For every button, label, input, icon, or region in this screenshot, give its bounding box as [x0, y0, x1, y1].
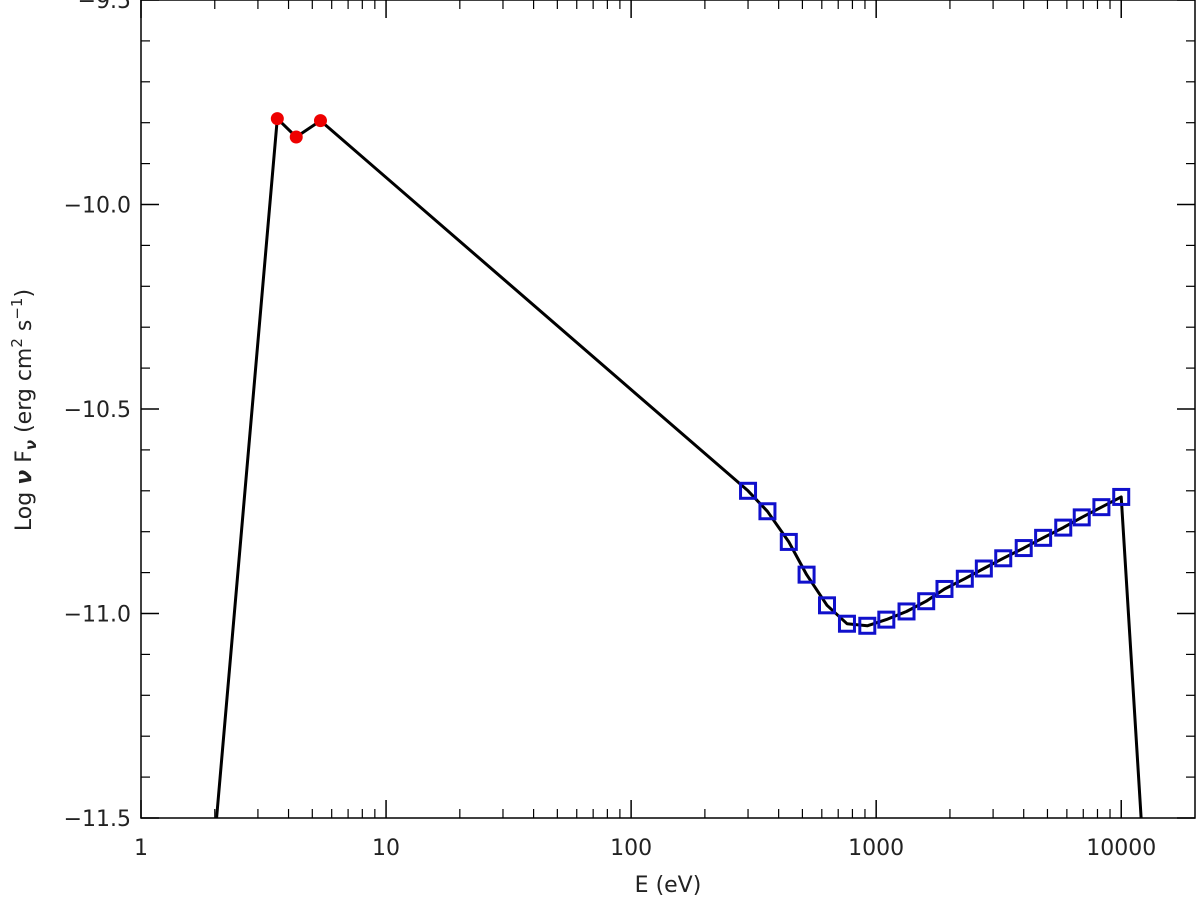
data-point-square [917, 592, 936, 611]
data-point-square [1112, 487, 1131, 506]
y-axis-label-mid: s [12, 320, 37, 338]
data-point-square [837, 614, 856, 633]
data-point-square [1092, 498, 1111, 517]
data-point-square [758, 502, 777, 521]
model-line [215, 117, 1143, 818]
y-axis-label: Log ν Fν (erg cm2 s−1) [8, 289, 40, 531]
y-axis-label-close: ) [12, 289, 37, 298]
data-point-circle [289, 130, 303, 144]
data-point-square [1072, 508, 1091, 527]
x-tick-label: 10000 [1086, 836, 1156, 861]
data-point-square [1054, 518, 1073, 537]
y-tick-label: −11.5 [64, 807, 131, 832]
data-point-square [1014, 539, 1033, 558]
y-axis-label-f: F [12, 450, 37, 470]
data-point-circle [313, 114, 327, 128]
y-axis-label-sup2: −1 [8, 298, 26, 320]
y-axis-label-sub: ν [22, 440, 40, 450]
data-point-square [935, 579, 954, 598]
data-point-square [877, 610, 896, 629]
data-point-square [779, 532, 798, 551]
data-point-square [897, 602, 916, 621]
x-axis-label: E (eV) [635, 873, 702, 898]
y-axis-label-sup1: 2 [8, 338, 26, 348]
data-point-square [1034, 528, 1053, 547]
y-axis-label-nu: ν [12, 470, 37, 485]
y-axis-label-open: (erg cm [12, 348, 37, 440]
x-tick-label: 10 [372, 836, 400, 861]
y-tick-label: −11.0 [64, 603, 131, 628]
y-tick-label: −10.0 [64, 194, 131, 219]
data-point-square [955, 569, 974, 588]
data-point-square [974, 559, 993, 578]
data-point-square [994, 549, 1013, 568]
data-point-square [739, 481, 758, 500]
data-point-square [817, 596, 836, 615]
plot-frame [140, 0, 1196, 819]
x-tick-label: 1 [134, 836, 148, 861]
data-point-circle [270, 112, 284, 126]
y-tick-label: −10.5 [64, 398, 131, 423]
y-axis-label-prefix: Log [12, 485, 37, 531]
data-markers [270, 112, 1131, 635]
x-tick-label: 100 [610, 836, 652, 861]
y-tick-label: −9.5 [78, 0, 131, 14]
data-point-square [797, 565, 816, 584]
x-tick-label: 1000 [848, 836, 904, 861]
data-point-square [858, 616, 877, 635]
axis-ticks [140, 0, 1195, 819]
axis-tick-labels: 1 10 100 1000 10000 −11.5 −11.0 −10.5 −10.0 −9.5 [64, 0, 1157, 861]
